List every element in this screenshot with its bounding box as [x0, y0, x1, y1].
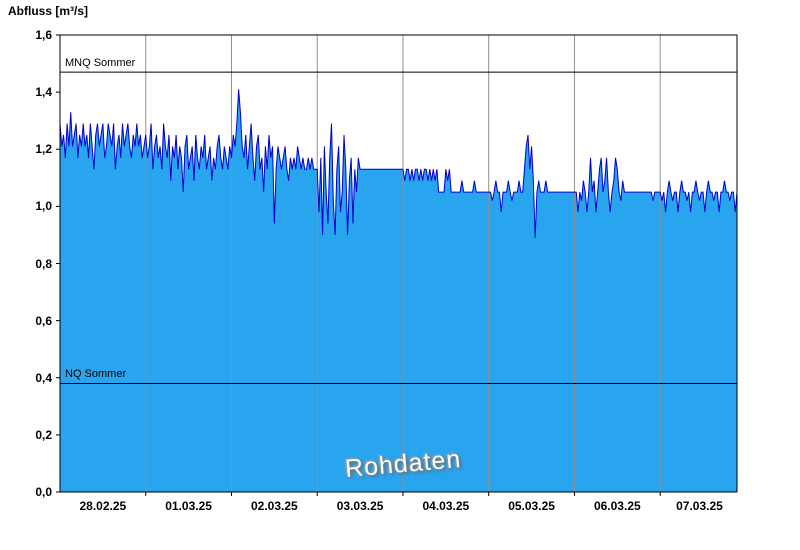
x-axis-tick-label: 01.03.25 [165, 499, 212, 513]
y-axis-tick-label: 0,2 [35, 427, 52, 442]
y-axis-tick-label: 1,0 [35, 199, 52, 214]
y-axis-tick-label: 0,0 [35, 485, 52, 499]
discharge-line-series [59, 89, 738, 238]
y-axis-tick-label: 0,8 [35, 256, 52, 271]
y-axis-tick-label: 0,4 [35, 370, 52, 385]
x-axis-tick-label: 07.03.25 [676, 499, 723, 513]
y-axis-title: Abfluss [m³/s] [8, 4, 89, 18]
x-axis-tick-label: 28.02.25 [79, 499, 127, 513]
area-fill [60, 89, 737, 493]
y-axis-tick-label: 1,2 [35, 142, 52, 157]
y-axis-tick-label: 0,6 [35, 313, 52, 328]
x-axis-tick-label: 05.03.25 [508, 499, 555, 513]
x-axis-tick-label: 04.03.25 [422, 499, 470, 513]
y-axis-tick-label: 1,6 [35, 28, 52, 42]
x-axis-tick-label: 06.03.25 [593, 499, 641, 513]
y-axis-tick-label: 1,4 [35, 85, 52, 100]
reference-label-mnq: MNQ Sommer [65, 57, 136, 70]
reference-label-nq: NQ Sommer [65, 368, 127, 381]
x-axis-tick-label: 02.03.25 [250, 499, 298, 513]
x-axis-tick-label: 03.03.25 [336, 499, 384, 513]
